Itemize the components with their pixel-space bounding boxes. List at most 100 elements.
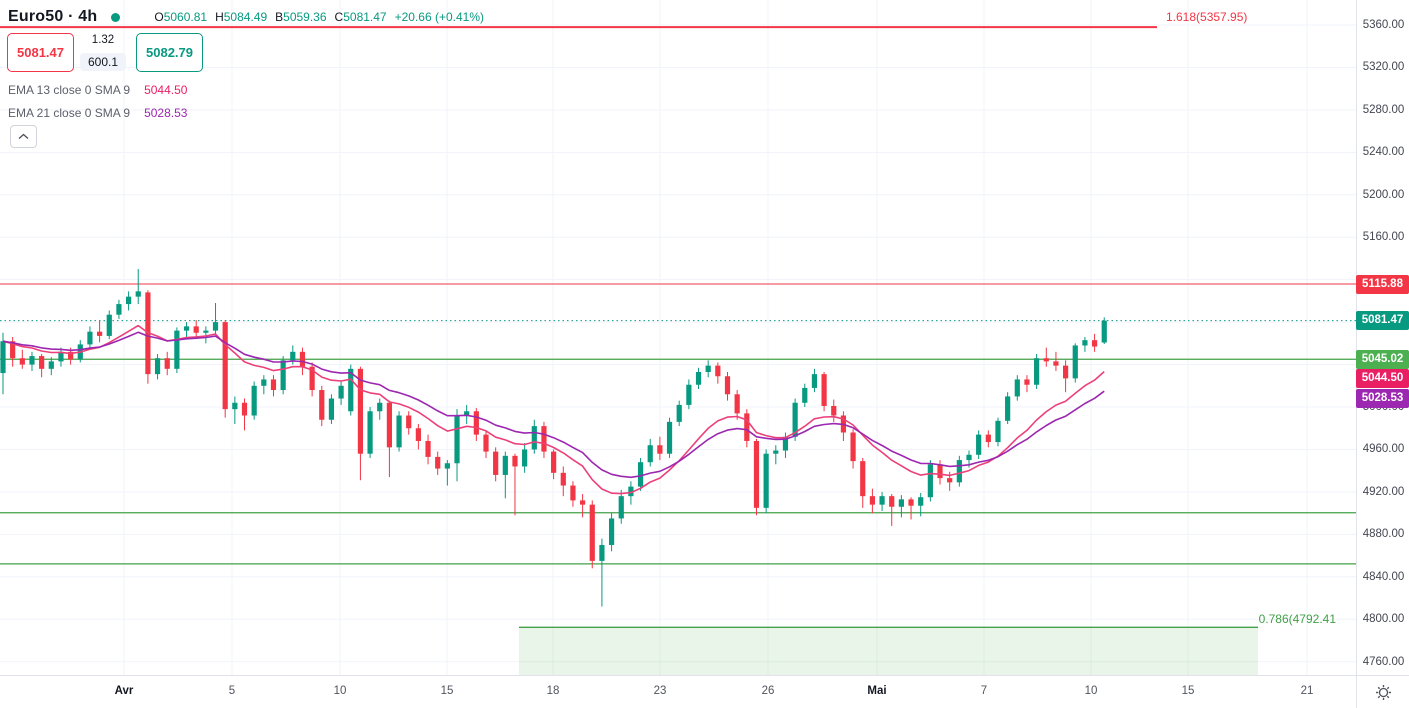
high-value: 5084.49 [223,10,268,24]
candle [782,436,789,451]
time-tick-label: 26 [761,685,775,697]
candle [531,426,537,450]
candle [753,440,760,508]
candle [937,464,943,479]
candle [744,413,750,441]
candle [483,434,489,452]
candle [386,402,392,448]
candle [947,478,953,483]
price-tick-label: 5200.00 [1362,188,1405,201]
candle [174,330,180,369]
candle [193,326,199,333]
candle [328,398,335,420]
price-axis[interactable]: 5360.00 5320.00 5280.00 5240.00 5200.00 5160.… [1356,0,1409,675]
candle [212,322,219,331]
price-label-pill: 5115.88 [1356,274,1409,294]
time-axis[interactable]: Avr 5 10 15 18 23 26 Mai 7 10 15 21 [0,675,1409,708]
candle [58,351,64,362]
candle [811,374,818,388]
settings-gear-icon[interactable] [1375,684,1392,701]
candle [261,379,267,386]
candle [1034,358,1040,385]
time-tick-label: 7 [980,685,988,697]
candle [1024,379,1030,385]
spread-value: 1.32 [91,34,115,46]
price-label-pill: 5044.50 [1356,369,1409,389]
close-value: 5081.47 [343,10,387,24]
candle [637,462,644,487]
candle [918,497,924,506]
candle [879,496,885,505]
fib-zone-label: 0.786(4792.41 [1259,612,1337,626]
price-tick-label: 5160.00 [1362,231,1405,244]
spread-column: 1.32 600.1 [79,33,127,72]
candle [232,402,238,410]
candle [164,358,170,369]
low-value: 5059.36 [283,10,327,24]
open-label: O [154,10,164,24]
price-tick-label: 4880.00 [1362,528,1405,541]
volume-value: 600.1 [80,53,126,71]
candle [860,461,866,497]
fib-zone [519,627,1258,675]
candle [599,544,605,561]
buy-button[interactable]: 5082.79 [136,33,203,72]
price-tick-label: 5240.00 [1362,146,1405,159]
low-label: B [275,10,284,24]
candle [39,356,45,369]
time-tick-label: Mai [867,685,887,697]
candle [415,428,421,441]
candle [869,496,875,505]
candle [560,472,566,486]
candle [290,351,296,361]
candle [106,314,112,336]
candle [802,387,808,403]
candle [773,450,779,454]
chart-pane[interactable]: 0.786(4792.41 1.618(5357.95) [0,0,1356,675]
candle [319,390,325,420]
price-tick-label: 4800.00 [1362,613,1405,626]
candle [676,404,682,422]
candle [1053,361,1059,366]
candle [135,291,141,297]
candle [10,341,16,359]
candle [338,385,344,399]
sell-button[interactable]: 5081.47 [7,33,74,72]
price-tick-label: 5280.00 [1362,103,1405,116]
candle [908,499,914,506]
candle [695,372,702,385]
candle [763,453,769,508]
candle [889,496,895,507]
time-tick-label: 23 [653,685,667,697]
time-tick-label: 21 [1300,685,1314,697]
indicator-row-ema21[interactable]: EMA 21 close 0 SMA 9 5028.53 [8,101,187,124]
time-tick-label: 10 [1084,685,1098,697]
price-label-pill: 5081.47 [1356,311,1409,331]
candle [203,330,209,333]
candle [87,331,93,345]
candle [357,368,364,454]
candle [1005,396,1011,421]
candle [1091,340,1098,347]
candle [705,365,711,373]
candle [270,379,277,391]
time-tick-label: 10 [333,685,347,697]
candle [956,460,962,483]
indicator-row-ema13[interactable]: EMA 13 close 0 SMA 9 5044.50 [8,78,187,101]
price-label-pill: 5028.53 [1356,388,1409,408]
time-tick-label: Avr [114,685,134,697]
time-tick-label: 15 [440,685,454,697]
price-tick-label: 4760.00 [1362,655,1405,668]
collapse-legend-button[interactable] [10,125,37,148]
candle [0,341,6,374]
candle [367,411,373,454]
candle [850,432,856,462]
candle [280,360,286,391]
candle [154,358,161,375]
indicator-legend: EMA 13 close 0 SMA 9 5044.50 EMA 21 clos… [8,78,187,124]
candle [116,304,122,315]
symbol-title[interactable]: Euro50 · 4h [8,8,98,25]
candle [425,440,431,457]
candle [125,296,132,305]
